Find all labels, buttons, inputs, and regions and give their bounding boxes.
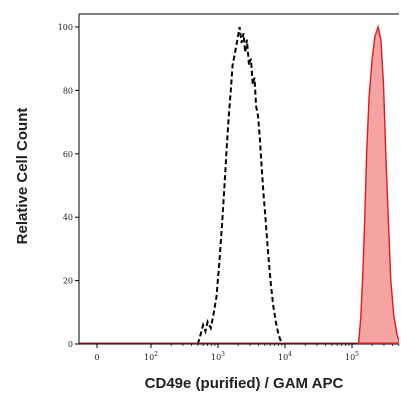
- histogram-series: [79, 24, 399, 344]
- y-tick-label: 80: [63, 86, 73, 95]
- x-axis-ticks: 010210310410510: [94, 344, 400, 362]
- filled-histogram-series: [357, 24, 399, 344]
- dashed-histogram-series: [196, 26, 283, 344]
- x-tick-exponent: 2: [154, 351, 158, 358]
- y-axis-title: Relative Cell Count: [14, 108, 31, 245]
- x-tick-exponent: 4: [288, 351, 292, 358]
- y-tick-label: 40: [63, 213, 73, 222]
- x-axis-title: CD49e (purified) / GAM APC: [145, 375, 344, 392]
- x-tick-label: 103: [211, 351, 225, 362]
- y-tick-label: 60: [63, 150, 73, 159]
- x-tick-label: 104: [278, 351, 292, 362]
- x-tick-label: 0: [94, 353, 99, 362]
- y-tick-label: 20: [63, 277, 73, 286]
- y-axis-ticks: 0 20 40 60 80 100: [58, 23, 79, 349]
- plot-frame: [78, 13, 399, 345]
- x-tick-exponent: 5: [355, 351, 359, 358]
- x-tick-label: 105: [345, 351, 359, 362]
- y-tick-label: 0: [68, 340, 73, 349]
- y-tick-label: 100: [58, 23, 73, 32]
- x-tick-exponent: 3: [221, 351, 225, 358]
- x-tick-label: 102: [144, 351, 158, 362]
